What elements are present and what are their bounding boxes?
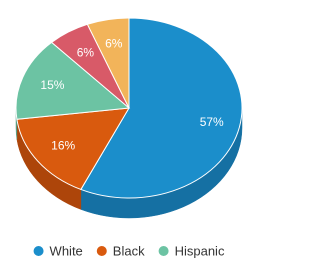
data-label: 16% bbox=[51, 138, 75, 152]
slice bbox=[86, 17, 130, 109]
legend-marker bbox=[33, 246, 44, 256]
legend-label: Hispanic bbox=[175, 243, 225, 258]
legend-marker bbox=[158, 246, 169, 256]
legend: White Black Hispanic bbox=[33, 243, 225, 258]
chart: 57% 16% 15% 6% 6% White Black Hispanic bbox=[15, 17, 243, 258]
data-label: 15% bbox=[40, 78, 64, 92]
slice bbox=[15, 41, 131, 120]
legend-marker bbox=[96, 246, 107, 256]
data-label: 57% bbox=[200, 115, 224, 129]
legend-label: White bbox=[50, 243, 83, 258]
data-label: 6% bbox=[105, 37, 123, 51]
data-label: 6% bbox=[77, 45, 95, 59]
slice bbox=[80, 17, 243, 199]
slice bbox=[16, 107, 130, 191]
legend-label: Black bbox=[113, 243, 145, 258]
